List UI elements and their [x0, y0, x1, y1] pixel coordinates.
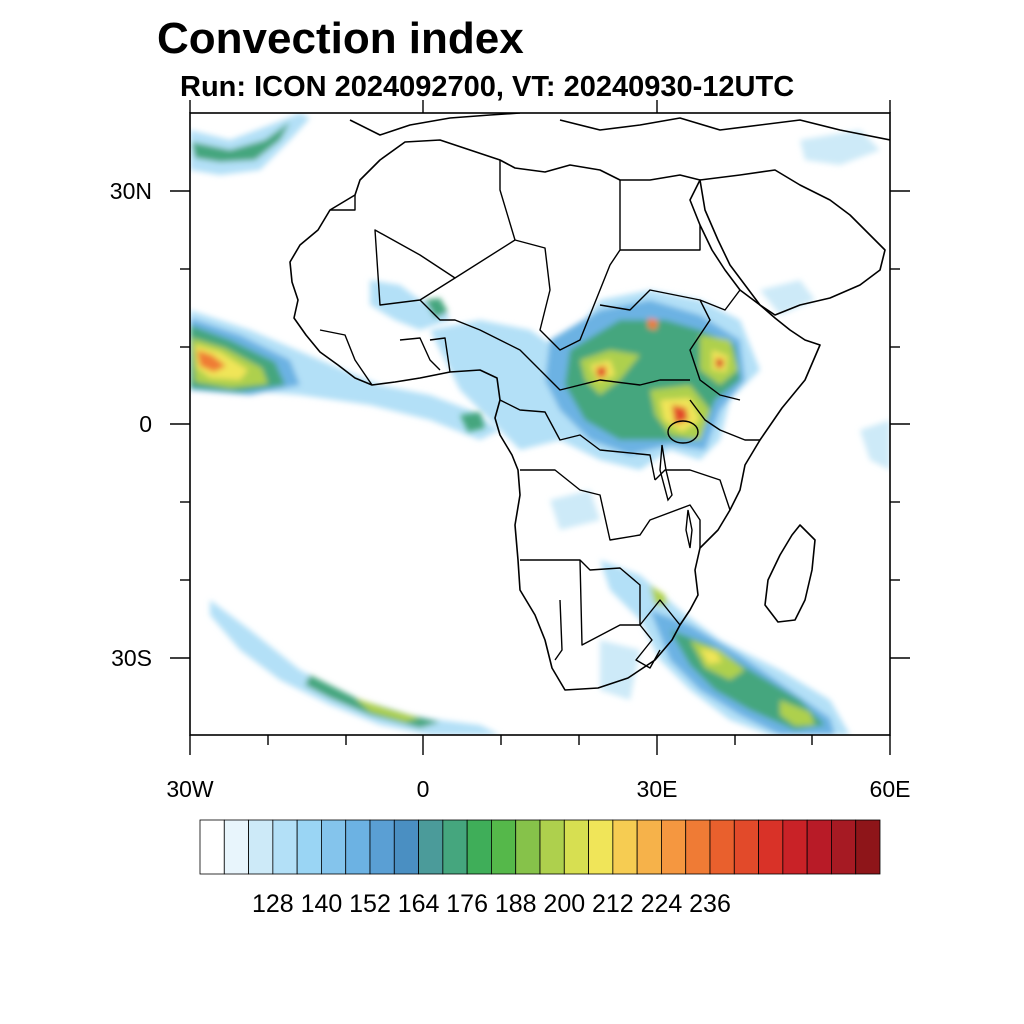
lake-malawi [685, 509, 693, 549]
map-subtitle: Run: ICON 2024092700, VT: 20240930-12UTC [180, 71, 795, 103]
colorbar-swatch [831, 819, 857, 875]
lon-label-60e: 60E [870, 776, 911, 802]
colorbar-label: 200 [543, 890, 585, 918]
field-southeast-africa [600, 560, 850, 735]
colorbar-swatch [515, 819, 541, 875]
colorbar-swatch [612, 819, 638, 875]
lat-label-30s: 30S [111, 645, 152, 671]
colorbar-labels: 128 140 152 164 176 188 200 212 224 236 [252, 890, 731, 918]
colorbar-label: 188 [495, 890, 537, 918]
lat-label-30n: 30N [110, 178, 152, 204]
colorbar-label: 224 [641, 890, 683, 918]
colorbar-swatch [199, 819, 225, 875]
colorbar-swatch [442, 819, 468, 875]
colorbar-label: 164 [398, 890, 440, 918]
colorbar-swatch [855, 819, 881, 875]
europe-coastline [349, 113, 890, 141]
colorbar-label: 212 [592, 890, 634, 918]
colorbar-swatch [563, 819, 589, 875]
field-north-atlantic [190, 113, 310, 175]
arabia-coastline [699, 169, 886, 316]
colorbar-label: 152 [349, 890, 391, 918]
lon-label-0: 0 [417, 776, 430, 802]
lon-label-30e: 30E [637, 776, 678, 802]
lakes [659, 420, 699, 549]
colorbar-swatch [491, 819, 517, 875]
lat-label-0: 0 [139, 411, 152, 437]
field-south-atlantic [210, 600, 500, 735]
colorbar-swatch [661, 819, 687, 875]
colorbar-swatch [758, 819, 784, 875]
field-east-africa [430, 290, 760, 470]
field-tropical-atlantic [190, 310, 500, 440]
colorbar-label: 176 [446, 890, 488, 918]
colorbar-label: 236 [689, 890, 731, 918]
lake-victoria [667, 420, 699, 444]
colorbar-swatch [782, 819, 808, 875]
colorbar-swatch [345, 819, 371, 875]
coastlines [289, 113, 890, 691]
colorbar-swatch [248, 819, 274, 875]
country-borders [319, 160, 760, 669]
colorbar-label: 128 [252, 890, 294, 918]
colorbar-swatch [685, 819, 711, 875]
colorbar-swatch [709, 819, 735, 875]
colorbar-swatch [806, 819, 832, 875]
madagascar-coastline [764, 524, 816, 623]
colorbar-swatch [393, 819, 419, 875]
colorbar-swatch [418, 819, 444, 875]
field-scattered [550, 130, 890, 700]
lake-tanganyika [659, 444, 673, 502]
africa-coastline [289, 139, 821, 691]
colorbar-label: 140 [301, 890, 343, 918]
colorbar-swatch [636, 819, 662, 875]
colorbar-swatch [296, 819, 322, 875]
colorbar-swatch [369, 819, 395, 875]
contour-fields [190, 113, 890, 735]
colorbar-swatch [588, 819, 614, 875]
tick-marks [170, 100, 910, 755]
lon-label-30w: 30W [166, 776, 214, 802]
colorbar-swatch [321, 819, 347, 875]
colorbar-swatch [733, 819, 759, 875]
field-west-africa [370, 280, 485, 432]
colorbar-swatch [466, 819, 492, 875]
map-title: Convection index [157, 14, 524, 63]
colorbar [199, 819, 881, 875]
colorbar-swatch [223, 819, 249, 875]
colorbar-swatch [272, 819, 298, 875]
colorbar-swatch [539, 819, 565, 875]
